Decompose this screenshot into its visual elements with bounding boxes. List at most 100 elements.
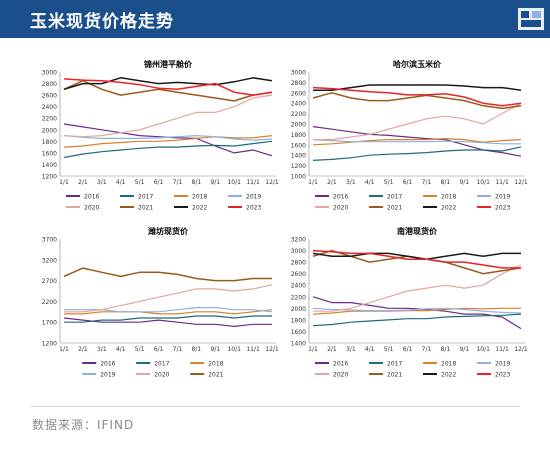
x-tick-label: 11/1 — [246, 346, 260, 353]
y-tick-label: 2000 — [291, 306, 306, 313]
x-tick-label: 6/1 — [403, 179, 413, 186]
y-tick-label: 2200 — [42, 116, 57, 123]
x-tick-label: 10/1 — [476, 346, 490, 353]
legend-label-2023: 2023 — [495, 372, 510, 379]
y-tick-label: 1200 — [291, 163, 306, 170]
x-tick-label: 12/1 — [265, 179, 279, 186]
legend-label-2022: 2022 — [192, 205, 207, 212]
series-line-2020 — [64, 284, 273, 313]
chart-jinzhou-port: 锦州港平舱价 1200 1400 1600 1800 2000 2200 2400 2600 28… — [28, 56, 283, 231]
page-title: 玉米现货价格走势 — [30, 12, 174, 32]
x-tick-label: 8/1 — [192, 179, 202, 186]
x-tick-label: 9/1 — [459, 179, 469, 186]
legend-label-2021: 2021 — [387, 205, 402, 212]
brand-logo-icon — [518, 8, 544, 30]
x-tick-label: 4/1 — [116, 346, 126, 353]
y-tick-label: 2800 — [291, 80, 306, 87]
legend-label-2019: 2019 — [246, 194, 261, 201]
series-line-2021 — [63, 79, 273, 102]
legend-label-2020: 2020 — [333, 372, 348, 379]
series-line-2019 — [64, 306, 273, 313]
legend-label-2022: 2022 — [441, 372, 456, 379]
chart-svg: 南港现货价 1400 1600 1800 2000 2200 2400 2600 2800 300… — [291, 226, 528, 379]
x-tick-label: 3/1 — [97, 346, 107, 353]
y-tick-label: 3200 — [291, 237, 306, 244]
legend-label-2019: 2019 — [100, 372, 115, 379]
x-tick-label: 3/1 — [97, 179, 107, 186]
data-source-note: 数据来源：IFIND — [32, 418, 135, 432]
legend-label-2020: 2020 — [84, 205, 99, 212]
x-tick-label: 7/1 — [173, 346, 183, 353]
chart-weifang-spot: 潍坊现货价 1200 1700 2200 2700 3200 3700 1/1 2/1 3/1 4/… — [28, 223, 283, 398]
y-tick-label: 1800 — [291, 317, 306, 324]
x-tick-label: 2/1 — [327, 179, 337, 186]
x-tick-label: 7/1 — [173, 179, 183, 186]
header-bar: 玉米现货价格走势 — [0, 0, 550, 38]
x-tick-label: 11/1 — [495, 346, 509, 353]
y-tick-label: 2000 — [42, 127, 57, 134]
y-tick-label: 3200 — [42, 257, 57, 264]
series-line-2018 — [64, 309, 273, 315]
y-tick-label: 1200 — [42, 341, 57, 348]
x-tick-label: 12/1 — [265, 346, 279, 353]
legend-label-2016: 2016 — [84, 194, 99, 201]
y-tick-label: 2000 — [291, 122, 306, 129]
x-tick-label: 6/1 — [403, 346, 413, 353]
legend-label-2019: 2019 — [495, 194, 510, 201]
legend-label-2017: 2017 — [154, 361, 169, 368]
y-tick-label: 2600 — [42, 93, 57, 100]
series-line-2021 — [63, 267, 272, 282]
y-tick-label: 2600 — [291, 90, 306, 97]
x-tick-label: 2/1 — [78, 346, 88, 353]
x-tick-label: 9/1 — [210, 179, 220, 186]
legend-label-2018: 2018 — [208, 361, 223, 368]
x-tick-label: 5/1 — [384, 179, 394, 186]
y-tick-label: 1400 — [291, 341, 306, 348]
chart-title: 哈尔滨玉米价 — [393, 59, 442, 69]
legend-label-2016: 2016 — [333, 361, 348, 368]
series-line-2018 — [312, 137, 522, 146]
series-line-2022 — [63, 77, 273, 91]
x-tick-label: 4/1 — [365, 179, 375, 186]
legend-label-2018: 2018 — [192, 194, 207, 201]
series-line-2022 — [313, 84, 522, 91]
chart-harbin-corn: 哈尔滨玉米价 1000 1200 1400 1600 1800 2000 2200 2400 26… — [277, 56, 532, 231]
chart-svg: 潍坊现货价 1200 1700 2200 2700 3200 3700 1/1 2/1 3/1 4/… — [42, 226, 279, 379]
y-tick-label: 2700 — [42, 278, 57, 285]
x-tick-label: 12/1 — [514, 346, 528, 353]
x-tick-label: 1/1 — [59, 346, 69, 353]
x-tick-label: 11/1 — [495, 179, 509, 186]
legend-label-2017: 2017 — [138, 194, 153, 201]
y-tick-label: 2200 — [291, 111, 306, 118]
x-tick-label: 6/1 — [154, 179, 164, 186]
chart-svg: 锦州港平舱价 1200 1400 1600 1800 2000 2200 2400 2600 28… — [42, 59, 279, 212]
x-tick-label: 1/1 — [59, 179, 69, 186]
legend-label-2020: 2020 — [333, 205, 348, 212]
series-line-2023 — [312, 86, 522, 107]
x-tick-label: 8/1 — [441, 179, 451, 186]
x-tick-label: 9/1 — [459, 346, 469, 353]
series-line-2017 — [312, 146, 522, 161]
y-tick-label: 2400 — [291, 101, 306, 108]
y-tick-label: 2200 — [42, 299, 57, 306]
chart-title: 潍坊现货价 — [148, 226, 189, 236]
series-line-2020 — [63, 94, 273, 138]
legend-label-2017: 2017 — [387, 361, 402, 368]
chart-title: 南港现货价 — [397, 226, 438, 236]
y-tick-label: 2400 — [42, 104, 57, 111]
y-tick-label: 3000 — [42, 70, 57, 77]
x-tick-label: 8/1 — [192, 346, 202, 353]
series-line-2020 — [313, 102, 522, 141]
legend-label-2020: 2020 — [154, 372, 169, 379]
x-tick-label: 11/1 — [246, 179, 260, 186]
chart-svg: 哈尔滨玉米价 1000 1200 1400 1600 1800 2000 2200 2400 26… — [291, 59, 528, 212]
series-line-2018 — [63, 135, 273, 148]
legend-label-2022: 2022 — [441, 205, 456, 212]
chart-south-port-spot: 南港现货价 1400 1600 1800 2000 2200 2400 2600 2800 300… — [277, 223, 532, 398]
x-tick-label: 4/1 — [116, 179, 126, 186]
x-tick-label: 2/1 — [78, 179, 88, 186]
legend-label-2021: 2021 — [208, 372, 223, 379]
y-tick-label: 1800 — [291, 132, 306, 139]
y-tick-label: 3000 — [291, 70, 306, 77]
series-line-2017 — [312, 313, 522, 327]
